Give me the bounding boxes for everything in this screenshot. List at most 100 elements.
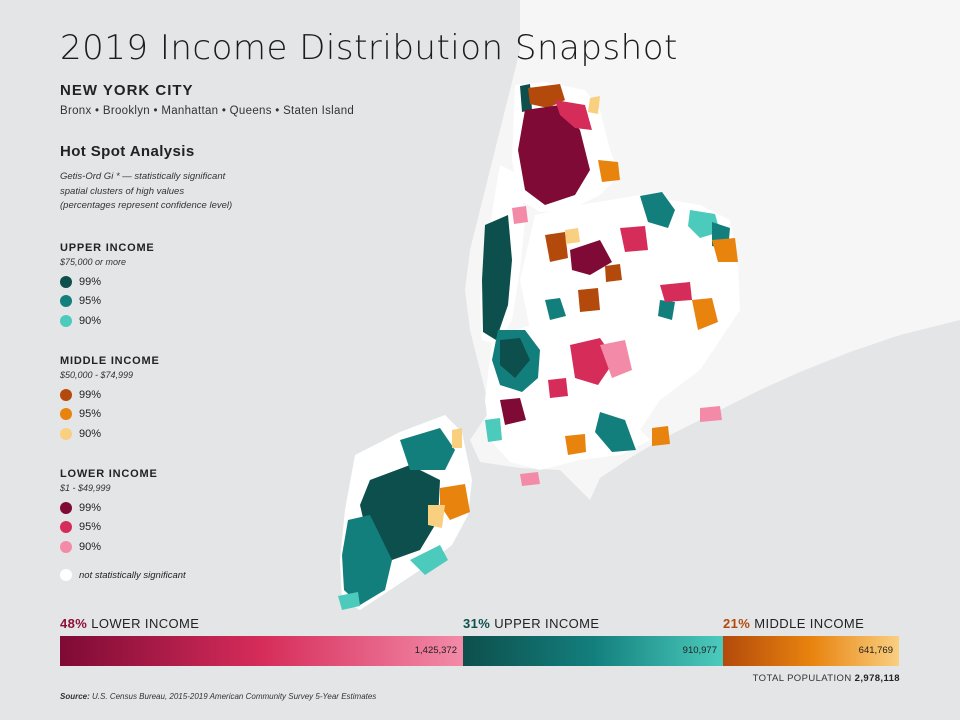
cluster-upper-90 [410,545,448,575]
cluster-middle-95 [712,238,738,262]
cluster-lower-95 [660,282,692,302]
cluster-lower-95 [555,100,592,130]
source-text: U.S. Census Bureau, 2015-2019 American C… [92,692,377,701]
legend-group-title: LOWER INCOME [60,468,158,480]
cluster-upper-95 [658,300,675,320]
cluster-middle-95 [565,434,586,455]
legend-item-label: 90% [79,427,102,440]
cluster-middle-95 [598,160,620,182]
legend-swatch [60,388,72,401]
legend-swatch [60,275,72,288]
legend-group-title: MIDDLE INCOME [60,355,160,367]
cluster-middle-90 [452,428,462,448]
cluster-lower-90 [700,406,722,422]
analysis-description-line: (percentages represent confidence level) [60,200,233,211]
cluster-lower-99 [500,398,526,425]
cluster-middle-95 [652,426,670,446]
legend-item: 95% [60,405,160,425]
summary-pct: 48% [60,616,88,631]
cluster-middle-99 [605,264,622,282]
cluster-upper-95 [400,428,455,470]
legend-item: 90% [60,537,158,557]
borough-list: Bronx • Brooklyn • Manhattan • Queens • … [60,105,355,117]
summary-category: UPPER INCOME [494,616,600,631]
summary-bar-value: 910,977 [682,645,717,656]
summary-bar-value: 1,425,372 [414,645,457,656]
summary-category: MIDDLE INCOME [754,616,865,631]
legend-group-range: $50,000 - $74,999 [60,370,134,380]
legend-item: 99% [60,272,155,292]
cluster-upper-99 [500,338,530,378]
legend-item-label: 95% [79,521,102,534]
legend-swatch [60,314,72,327]
page-title: 2019 Income Distribution Snapshot [60,28,678,68]
summary-pct: 21% [723,616,751,631]
legend-item-label: 99% [79,388,102,401]
cluster-upper-90 [338,592,360,610]
legend-group-range: $1 - $49,999 [60,483,111,493]
legend-swatch [60,501,72,514]
legend-swatch [60,295,72,308]
legend-swatch [60,521,72,534]
legend-group-title: UPPER INCOME [60,242,155,254]
cluster-lower-90 [600,340,632,378]
legend-item: 95% [60,292,155,312]
cluster-middle-90 [428,505,445,528]
cluster-upper-99 [482,215,512,340]
summary-label-lower: 48% LOWER INCOME [60,616,199,631]
legend-item: 95% [60,518,158,538]
analysis-description: Getis-Ord Gi * — statistically significa… [60,170,290,214]
cluster-lower-90 [512,206,528,224]
analysis-title: Hot Spot Analysis [60,143,195,160]
summary-bar-value: 641,769 [858,645,893,656]
summary-bar-upper: 910,977 [463,636,723,666]
legend-item: 99% [60,385,160,405]
source-note: Source: U.S. Census Bureau, 2015-2019 Am… [60,692,376,701]
cluster-middle-95 [692,298,718,330]
legend-item-label: 95% [79,295,102,308]
city-name: NEW YORK CITY [60,82,194,99]
legend-not-significant: not statistically significant [60,569,186,581]
cluster-upper-95 [595,412,636,452]
cluster-upper-95 [545,298,566,320]
cluster-middle-95 [440,484,470,520]
source-label: Source: [60,692,90,701]
analysis-description-line: Getis-Ord Gi * — statistically significa… [60,171,226,182]
legend-item-label: 90% [79,314,102,327]
cluster-upper-95 [640,192,675,228]
cluster-lower-95 [548,378,568,398]
cluster-upper-95 [342,515,392,605]
legend-lower-income: LOWER INCOME $1 - $49,999 99% 95% 90% [60,468,158,557]
legend-item: 99% [60,498,158,518]
legend-swatch [60,427,72,440]
cluster-lower-95 [620,226,648,252]
legend-swatch [60,569,72,581]
cluster-lower-99 [570,240,612,275]
legend-item-label: 99% [79,501,102,514]
cluster-middle-90 [565,228,580,244]
legend-item: 90% [60,424,160,444]
legend-swatch [60,408,72,421]
total-population: TOTAL POPULATION 2,978,118 [753,673,900,684]
total-label: TOTAL POPULATION [752,673,852,684]
analysis-description-line: spatial clusters of high values [60,185,185,197]
legend-swatch [60,540,72,553]
summary-bar-lower: 1,425,372 [60,636,463,666]
summary-category: LOWER INCOME [91,616,200,631]
cluster-lower-90 [520,472,540,486]
total-value: 2,978,118 [854,673,900,684]
cluster-middle-90 [588,96,600,114]
legend-group-range: $75,000 or more [60,257,127,267]
legend-item-label: not statistically significant [79,569,186,581]
summary-pct: 31% [463,616,491,631]
cluster-lower-99 [518,105,590,205]
cluster-upper-90 [485,418,502,442]
legend-item: 90% [60,311,155,331]
legend-item-label: 90% [79,540,102,553]
legend-upper-income: UPPER INCOME $75,000 or more 99% 95% 90% [60,242,155,331]
legend-item-label: 95% [79,408,102,421]
summary-bar-middle: 641,769 [723,636,899,666]
legend-middle-income: MIDDLE INCOME $50,000 - $74,999 99% 95% … [60,355,160,444]
cluster-middle-99 [545,232,568,262]
